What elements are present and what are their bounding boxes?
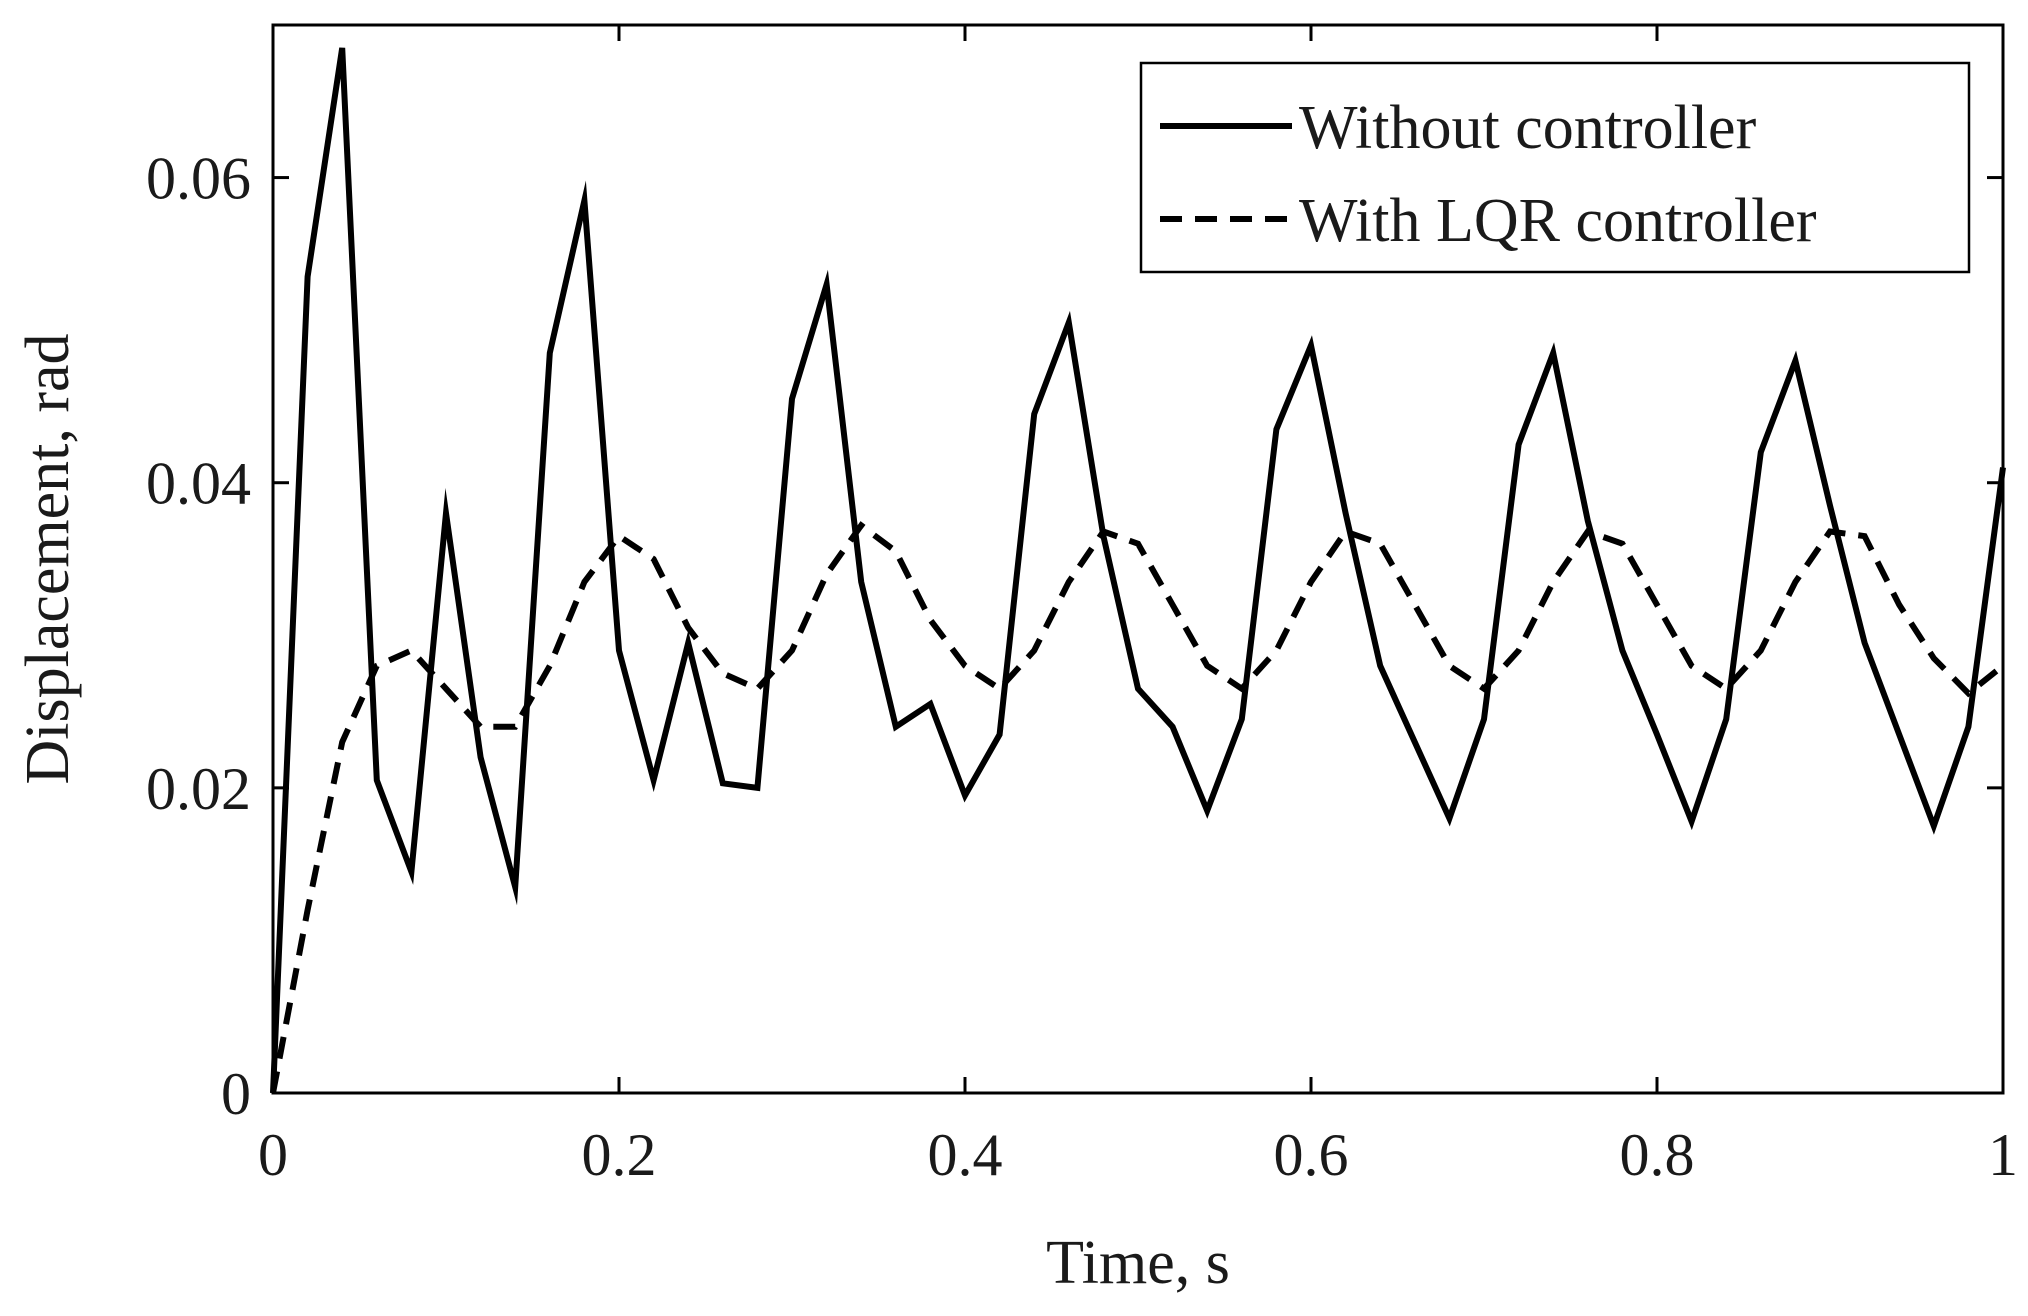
- legend-label-with-lqr-controller: With LQR controller: [1299, 187, 1817, 255]
- y-axis-title: Displacement, rad: [14, 333, 82, 784]
- legend: Without controller With LQR controller: [1139, 61, 1971, 274]
- series-line-with-lqr-controller: [270, 521, 2005, 1094]
- x-tick-label: 0.6: [1274, 1122, 1349, 1188]
- x-tick-label: 0: [258, 1122, 288, 1188]
- y-tick-label: 0.04: [146, 451, 251, 517]
- legend-label-without-controller: Without controller: [1299, 94, 1757, 162]
- plot-frame: [271, 23, 2005, 1095]
- y-tick-label: 0.06: [146, 146, 251, 212]
- legend-box: [1139, 61, 1971, 274]
- x-tick-label: 0.4: [928, 1122, 1003, 1188]
- y-tick-label: 0: [221, 1061, 251, 1127]
- series-line-without-controller: [270, 47, 2006, 1094]
- x-axis-title: Time, s: [1046, 1229, 1230, 1297]
- tick-layer: [271, 25, 2005, 1095]
- x-tick-label: 0.8: [1620, 1122, 1695, 1188]
- x-tick-label: 0.2: [582, 1122, 657, 1188]
- series-layer: [270, 47, 2006, 1094]
- x-tick-label: 1: [1988, 1122, 2018, 1188]
- y-tick-label: 0.02: [146, 756, 251, 822]
- tick-label-layer: 0 0.2 0.4 0.6 0.8 1 0 0.02 0.04 0.06: [146, 146, 2018, 1188]
